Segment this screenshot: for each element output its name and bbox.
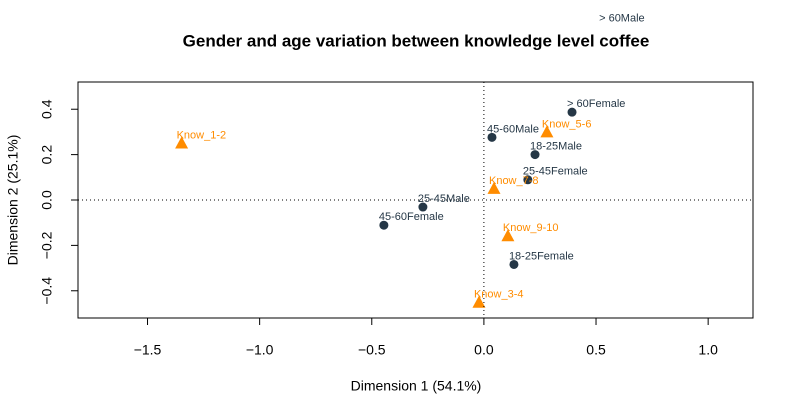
- x-tick-label: −1.0: [246, 342, 274, 358]
- point-label: Know_1-2: [177, 129, 227, 141]
- point: [509, 259, 519, 269]
- y-tick-label: −0.4: [39, 277, 55, 305]
- plot-area: [78, 107, 753, 308]
- point-label: 18-25Male: [530, 141, 582, 153]
- x-tick-label: 1.0: [698, 342, 718, 358]
- y-axis-title: Dimension 2 (25.1%): [5, 135, 21, 266]
- y-tick-label: 0.2: [39, 145, 55, 165]
- point-label: Know_9-10: [503, 222, 559, 234]
- point-label: 25-45Male: [418, 193, 470, 205]
- x-tick-label: −0.5: [358, 342, 386, 358]
- point: [530, 150, 540, 160]
- point-label: > 60Female: [567, 98, 625, 110]
- point-label: 25-45Female: [523, 166, 588, 178]
- point: [567, 107, 577, 117]
- y-tick-label: 0.4: [39, 99, 55, 119]
- x-tick-label: 0.5: [586, 342, 606, 358]
- plot-frame: [77, 81, 754, 319]
- point: [540, 125, 554, 138]
- point: [472, 295, 486, 308]
- point-label: 45-60Female: [379, 211, 444, 223]
- x-axis-title: Dimension 1 (54.1%): [351, 378, 482, 394]
- point: [379, 220, 389, 230]
- point: [175, 136, 189, 149]
- y-tick-label: −0.2: [39, 231, 55, 259]
- y-tick-label: 0.0: [39, 190, 55, 210]
- point-label: Know_5-6: [542, 118, 592, 130]
- point-label: Know_3-4: [474, 289, 524, 301]
- point: [418, 202, 428, 212]
- point-label: 45-60Male: [487, 123, 539, 135]
- point: [487, 132, 497, 142]
- chart-title: Gender and age variation between knowled…: [183, 31, 650, 50]
- point-label: Know_7-8: [489, 175, 539, 187]
- point-label: 18-25Female: [509, 250, 574, 262]
- x-tick-label: −1.5: [134, 342, 162, 358]
- point: [501, 229, 515, 242]
- x-tick-label: 0.0: [474, 342, 494, 358]
- point: [487, 181, 501, 194]
- point-label: > 60Male: [599, 13, 645, 25]
- point: [523, 175, 533, 185]
